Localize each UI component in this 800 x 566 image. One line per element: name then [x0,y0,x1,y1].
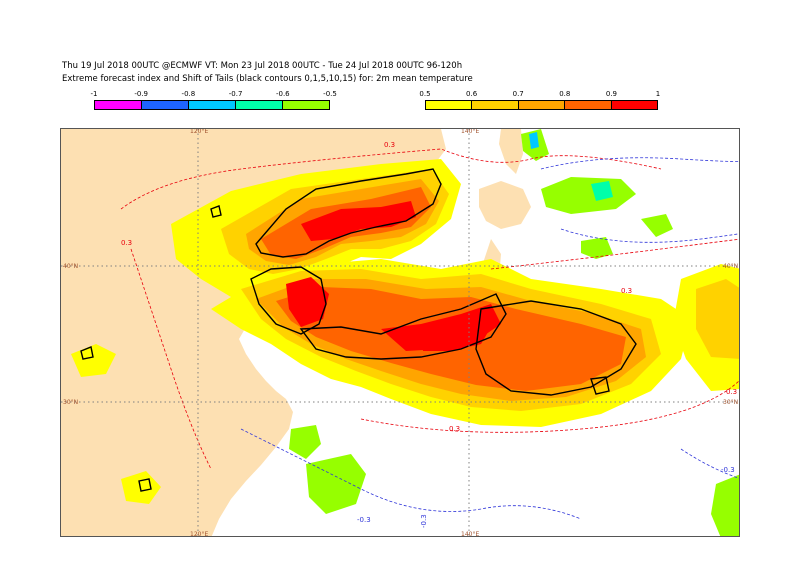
color-swatch [565,101,612,109]
efi-negative-patch [289,425,321,459]
colorbar-tick: 0.7 [512,90,524,98]
latitude-label: 40°N [63,263,79,270]
colorbar-tick: -0.6 [275,90,290,98]
efi-band-0.9-1 [286,277,329,327]
longitude-label: 120°E [190,531,209,537]
longitude-label: 140°E [461,128,480,135]
colorbar-tick: 0.5 [419,90,431,98]
efi-negative-patch [529,132,539,149]
colorbar-tick: 0.6 [466,90,478,98]
graticule [61,129,739,536]
colorbar-tick: -1 [90,90,98,98]
sot-contour [590,376,610,395]
efi-band-0.6-0.7 [696,279,739,359]
color-swatch [472,101,519,109]
efi-threshold-contours [120,148,739,520]
color-swatch [283,101,329,109]
positive-0.3-contour [130,248,212,470]
latitude-label: 40°N [723,263,739,270]
negative-0.3-contour [540,157,739,170]
contour-label: -0.3 [420,514,428,528]
contour-label: 0.3 [384,141,395,149]
latitude-label: 30°N [63,399,79,406]
contour-label: 0.3 [726,388,737,396]
sot-contour [250,266,327,335]
colorbar-tick: -0.5 [323,90,337,98]
efi-band-0.5-0.6 [71,344,116,377]
colorbar-tick: 1 [655,90,661,98]
contour-label: -0.3 [721,466,735,474]
efi-negative-patch [641,214,673,237]
color-swatch [189,101,236,109]
color-swatch [518,101,566,109]
hokkaido-island [479,181,531,229]
contour-label: 0.3 [121,239,132,247]
positive-0.3-contour [120,148,662,210]
negative-0.3-contour [560,228,739,243]
negative-efi-colorbar: -1 -0.9 -0.8 -0.7 -0.6 -0.5 [90,90,337,112]
color-swatch [426,101,473,109]
latitude-label: 30°N [723,399,739,406]
efi-negative-patch [591,181,613,201]
colorbar-tick: 0.8 [559,90,571,98]
contour-label: 0.3 [449,425,460,433]
negative-0.3-contour [240,428,582,520]
efi-negative-patch [711,474,739,536]
efi-band-0.9-1 [301,201,416,241]
sot-contour [210,205,222,218]
colorbar-tick: -0.8 [181,90,196,98]
negative-colorbar-swatches [94,100,330,110]
product-description-header: Extreme forecast index and Shift of Tail… [62,74,473,84]
color-swatch [95,101,142,109]
sot-contour [138,478,152,492]
sot-contours [80,168,637,492]
positive-0.3-contour [360,380,739,433]
efi-negative-patch [581,237,613,259]
color-swatch [142,101,189,109]
positive-colorbar-ticks: 0.5 0.6 0.7 0.8 0.9 1 [419,90,661,99]
color-swatch [236,101,283,109]
colorbar-tick: -0.7 [228,90,243,98]
negative-0.3-contour [680,448,739,479]
colorbar-tick: -0.9 [134,90,149,98]
contour-label: -0.3 [357,516,371,524]
forecast-validity-header: Thu 19 Jul 2018 00UTC @ECMWF VT: Mon 23 … [62,61,463,71]
taiwan-island [203,467,217,501]
sakhalin-island [499,129,523,174]
efi-negative-shading [289,129,739,536]
negative-colorbar-ticks: -1 -0.9 -0.8 -0.7 -0.6 -0.5 [90,90,337,99]
efi-negative-patch [541,177,636,214]
efi-map[interactable]: 0.3 0.3 0.3 0.3 0.3 -0.3 -0.3 -0.3 120°E… [60,128,740,537]
sot-contour [299,293,507,360]
positive-efi-colorbar: 0.5 0.6 0.7 0.8 0.9 1 [419,90,661,112]
longitude-label: 140°E [461,531,480,537]
efi-band-0.9-1 [421,327,491,351]
colorbar-tick: 0.9 [605,90,617,98]
map-canvas: 0.3 0.3 0.3 0.3 0.3 -0.3 -0.3 -0.3 [61,129,739,536]
color-swatch [611,101,658,109]
efi-negative-patch [306,454,366,514]
sot-contour [255,168,442,258]
contour-label: 0.3 [621,287,632,295]
longitude-label: 120°E [190,128,209,135]
sot-contour [80,346,94,360]
positive-colorbar-swatches [425,100,658,110]
